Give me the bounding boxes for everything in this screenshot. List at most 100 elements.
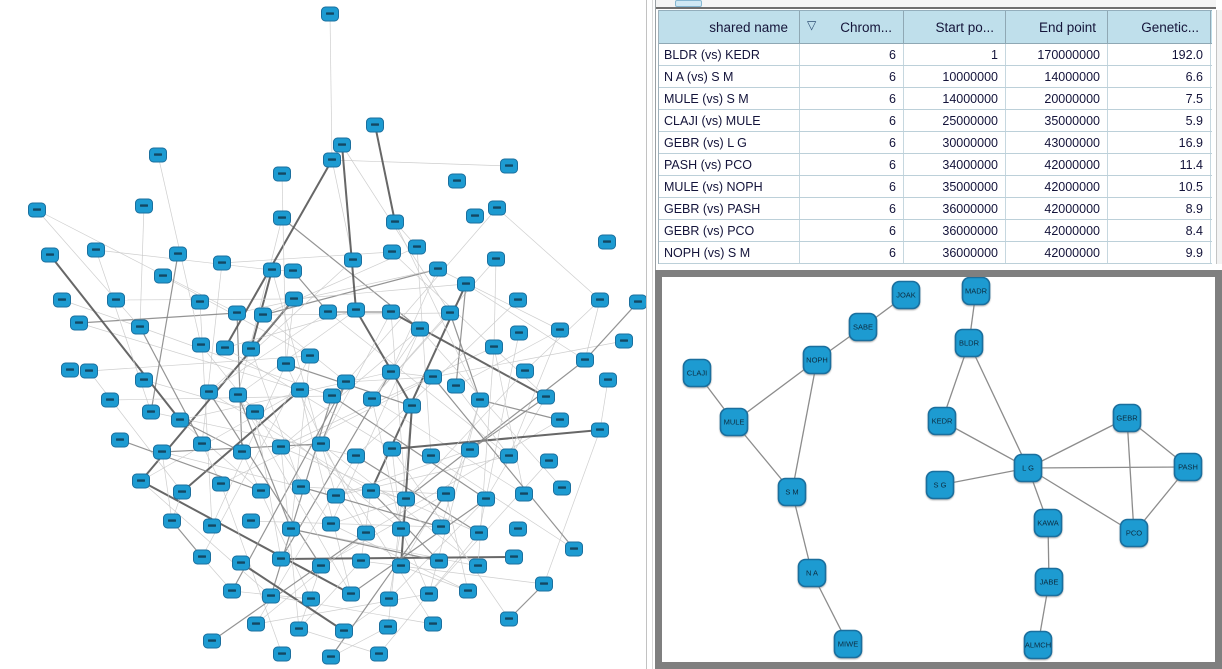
network-node[interactable] [135, 198, 153, 214]
network-node[interactable] [509, 521, 527, 537]
network-node[interactable] [149, 147, 167, 163]
network-node[interactable] [70, 315, 88, 331]
network-node[interactable] [312, 558, 330, 574]
network-node[interactable] [551, 322, 569, 338]
table-cell-start_position[interactable]: 14000000 [904, 88, 1006, 109]
network-node[interactable] [213, 255, 231, 271]
network-node[interactable] [505, 549, 523, 565]
network-node[interactable] [392, 558, 410, 574]
network-node[interactable] [488, 200, 506, 216]
network-node[interactable] [171, 412, 189, 428]
column-header-end_point[interactable]: End point [1006, 11, 1108, 43]
table-cell-start_position[interactable]: 25000000 [904, 110, 1006, 131]
network-node-SABE[interactable]: SABE [848, 312, 878, 342]
table-cell-genetic[interactable]: 5.9 [1108, 110, 1211, 131]
table-cell-start_position[interactable]: 36000000 [904, 198, 1006, 219]
network-node[interactable] [203, 518, 221, 534]
network-node[interactable] [282, 521, 300, 537]
table-cell-end_point[interactable]: 20000000 [1006, 88, 1108, 109]
network-edge-NOPH-S_M[interactable] [791, 359, 818, 493]
network-node[interactable] [576, 352, 594, 368]
network-node[interactable] [200, 384, 218, 400]
network-edge-L_G-GEBR[interactable] [1027, 417, 1128, 469]
network-node[interactable] [357, 525, 375, 541]
network-node-S_M[interactable]: S M [777, 477, 807, 507]
table-cell-genetic[interactable]: 8.4 [1108, 220, 1211, 241]
network-node[interactable] [292, 479, 310, 495]
table-cell-shared_name[interactable]: NOPH (vs) S M [659, 242, 800, 263]
sub-network-canvas[interactable]: JOAK MADR SABE BLDR NOPH CLAJI GEBR KEDR MULE L G… [655, 270, 1222, 669]
network-node[interactable] [154, 268, 172, 284]
table-row[interactable]: GEBR (vs) PCO 6 36000000 42000000 8.4 [659, 220, 1212, 242]
network-node-S_G[interactable]: S G [925, 470, 955, 500]
table-cell-end_point[interactable]: 14000000 [1006, 66, 1108, 87]
network-node[interactable] [285, 291, 303, 307]
network-node[interactable] [290, 621, 308, 637]
table-row[interactable]: MULE (vs) S M 6 14000000 20000000 7.5 [659, 88, 1212, 110]
table-cell-shared_name[interactable]: PASH (vs) PCO [659, 154, 800, 175]
network-node[interactable] [598, 234, 616, 250]
table-cell-genetic[interactable]: 9.9 [1108, 242, 1211, 263]
column-header-shared_name[interactable]: shared name [659, 11, 800, 43]
network-node[interactable] [591, 422, 609, 438]
network-node[interactable] [312, 436, 330, 452]
network-node[interactable] [392, 521, 410, 537]
network-edge-BLDR-L_G[interactable] [968, 342, 1029, 469]
network-node[interactable] [424, 369, 442, 385]
network-node[interactable] [246, 404, 264, 420]
network-node[interactable] [344, 252, 362, 268]
table-cell-end_point[interactable]: 43000000 [1006, 132, 1108, 153]
network-node[interactable] [203, 633, 221, 649]
table-row[interactable]: N A (vs) S M 6 10000000 14000000 6.6 [659, 66, 1212, 88]
network-edge-L_G-PCO[interactable] [1027, 467, 1135, 534]
main-network-view[interactable] [0, 0, 652, 669]
network-node[interactable] [223, 583, 241, 599]
network-node-BLDR[interactable]: BLDR [954, 328, 984, 358]
table-cell-chromosome[interactable]: 6 [800, 88, 904, 109]
network-node-CLAJI[interactable]: CLAJI [682, 358, 712, 388]
table-row[interactable]: CLAJI (vs) MULE 6 25000000 35000000 5.9 [659, 110, 1212, 132]
network-node[interactable] [347, 302, 365, 318]
column-header-chromosome[interactable]: ▽ Chrom... [800, 11, 904, 43]
network-node-NOPH[interactable]: NOPH [802, 345, 832, 375]
network-node[interactable] [252, 483, 270, 499]
network-node[interactable] [173, 484, 191, 500]
network-node[interactable] [516, 363, 534, 379]
network-node[interactable] [509, 292, 527, 308]
network-node[interactable] [135, 372, 153, 388]
table-cell-shared_name[interactable]: MULE (vs) NOPH [659, 176, 800, 197]
network-node-MIWE[interactable]: MIWE [833, 629, 863, 659]
network-node[interactable] [321, 6, 339, 22]
network-node[interactable] [322, 649, 340, 665]
network-node[interactable] [212, 476, 230, 492]
table-row[interactable]: PASH (vs) PCO 6 34000000 42000000 11.4 [659, 154, 1212, 176]
network-node[interactable] [107, 292, 125, 308]
network-node-KAWA[interactable]: KAWA [1033, 508, 1063, 538]
table-cell-shared_name[interactable]: GEBR (vs) PASH [659, 198, 800, 219]
table-cell-chromosome[interactable]: 6 [800, 220, 904, 241]
network-node-MULE[interactable]: MULE [719, 407, 749, 437]
table-cell-genetic[interactable]: 8.9 [1108, 198, 1211, 219]
network-node[interactable] [459, 583, 477, 599]
table-cell-chromosome[interactable]: 6 [800, 154, 904, 175]
network-node[interactable] [111, 432, 129, 448]
table-cell-shared_name[interactable]: N A (vs) S M [659, 66, 800, 87]
network-node[interactable] [302, 591, 320, 607]
network-edge-GEBR-PCO[interactable] [1126, 417, 1135, 534]
table-cell-start_position[interactable]: 30000000 [904, 132, 1006, 153]
network-node[interactable] [254, 307, 272, 323]
network-node[interactable] [379, 619, 397, 635]
network-node[interactable] [420, 586, 438, 602]
network-node[interactable] [500, 158, 518, 174]
network-node[interactable] [515, 486, 533, 502]
filter-funnel-icon[interactable]: ▽ [807, 18, 817, 32]
table-cell-end_point[interactable]: 170000000 [1006, 44, 1108, 65]
network-node[interactable] [323, 388, 341, 404]
network-node[interactable] [191, 294, 209, 310]
network-node-L_G[interactable]: L G [1013, 453, 1043, 483]
network-node[interactable] [466, 208, 484, 224]
network-node[interactable] [216, 340, 234, 356]
network-node[interactable] [333, 137, 351, 153]
network-node[interactable] [262, 588, 280, 604]
network-node-JOAK[interactable]: JOAK [891, 280, 921, 310]
